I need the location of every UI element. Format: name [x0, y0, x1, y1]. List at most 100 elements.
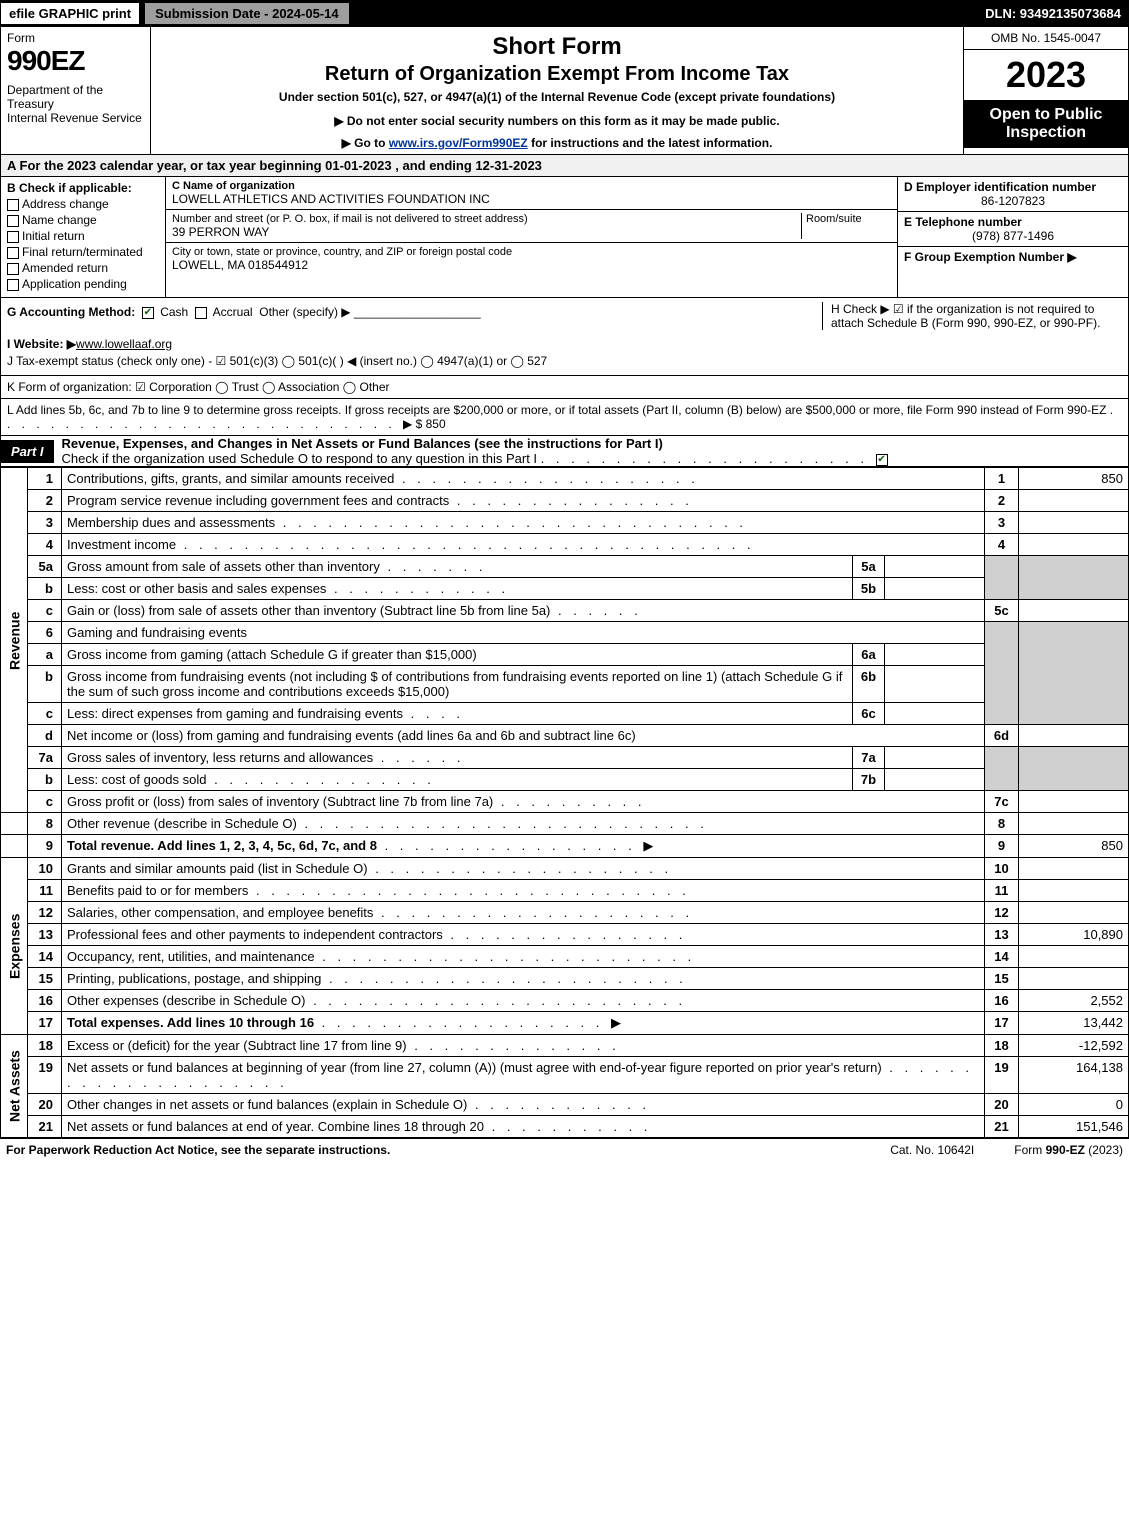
- l2-val: [1019, 490, 1129, 512]
- l14-val: [1019, 946, 1129, 968]
- l6b-innum: 6b: [853, 666, 885, 703]
- chk-cash[interactable]: [142, 307, 154, 319]
- l16-rnum: 16: [985, 990, 1019, 1012]
- l9-num: 9: [28, 835, 62, 858]
- l5b-desc: Less: cost or other basis and sales expe…: [62, 578, 853, 600]
- l5c-val: [1019, 600, 1129, 622]
- ein-row: D Employer identification number 86-1207…: [898, 177, 1128, 212]
- l11-num: 11: [28, 880, 62, 902]
- l2-num: 2: [28, 490, 62, 512]
- chk-final-return[interactable]: Final return/terminated: [7, 245, 159, 259]
- chk-initial-return-label: Initial return: [22, 229, 85, 243]
- l7ab-rnum-grey: [985, 747, 1019, 791]
- l20-num: 20: [28, 1094, 62, 1116]
- l8-desc: Other revenue (describe in Schedule O) .…: [62, 813, 985, 835]
- l6d-rnum: 6d: [985, 725, 1019, 747]
- l2-desc: Program service revenue including govern…: [62, 490, 985, 512]
- l6-rval-grey: [1019, 622, 1129, 725]
- row-5a: 5a Gross amount from sale of assets othe…: [1, 556, 1129, 578]
- l7b-num: b: [28, 769, 62, 791]
- l14-desc: Occupancy, rent, utilities, and maintena…: [62, 946, 985, 968]
- form-label: Form: [7, 31, 144, 45]
- row-13: 13 Professional fees and other payments …: [1, 924, 1129, 946]
- l13-num: 13: [28, 924, 62, 946]
- part1-checkbox[interactable]: [876, 454, 888, 466]
- l7a-num: 7a: [28, 747, 62, 769]
- chk-initial-return[interactable]: Initial return: [7, 229, 159, 243]
- l5a-num: 5a: [28, 556, 62, 578]
- dln: DLN: 93492135073684: [985, 6, 1129, 21]
- l19-desc: Net assets or fund balances at beginning…: [62, 1057, 985, 1094]
- l15-num: 15: [28, 968, 62, 990]
- l8-rnum: 8: [985, 813, 1019, 835]
- l12-rnum: 12: [985, 902, 1019, 924]
- chk-final-return-label: Final return/terminated: [22, 245, 143, 259]
- efile-label[interactable]: efile GRAPHIC print: [0, 2, 140, 25]
- l20-desc: Other changes in net assets or fund bala…: [62, 1094, 985, 1116]
- website-link[interactable]: www.lowellaaf.org: [76, 337, 172, 351]
- form-subtitle: Return of Organization Exempt From Incom…: [159, 63, 955, 86]
- l10-rnum: 10: [985, 858, 1019, 880]
- l18-val: -12,592: [1019, 1035, 1129, 1057]
- section-ghij: H Check ▶ ☑ if the organization is not r…: [0, 298, 1129, 376]
- l4-desc: Investment income . . . . . . . . . . . …: [62, 534, 985, 556]
- l6-rnum-grey: [985, 622, 1019, 725]
- group-exemption-label: F Group Exemption Number ▶: [904, 250, 1122, 264]
- chk-address-change[interactable]: Address change: [7, 197, 159, 211]
- department: Department of the Treasury Internal Reve…: [7, 83, 144, 125]
- tel-row: E Telephone number (978) 877-1496: [898, 212, 1128, 247]
- l10-val: [1019, 858, 1129, 880]
- row-7b: b Less: cost of goods sold . . . . . . .…: [1, 769, 1129, 791]
- chk-amended-return[interactable]: Amended return: [7, 261, 159, 275]
- l4-rnum: 4: [985, 534, 1019, 556]
- row-15: 15 Printing, publications, postage, and …: [1, 968, 1129, 990]
- l6a-num: a: [28, 644, 62, 666]
- l7a-desc: Gross sales of inventory, less returns a…: [62, 747, 853, 769]
- l17-num: 17: [28, 1012, 62, 1035]
- form-title: Short Form: [159, 33, 955, 61]
- l5b-num: b: [28, 578, 62, 600]
- i-website: I Website: ▶www.lowellaaf.org: [7, 337, 1122, 351]
- l18-num: 18: [28, 1035, 62, 1057]
- row-5c: c Gain or (loss) from sale of assets oth…: [1, 600, 1129, 622]
- part1-title-wrap: Revenue, Expenses, and Changes in Net As…: [62, 436, 891, 466]
- l7a-innum: 7a: [853, 747, 885, 769]
- l21-desc: Net assets or fund balances at end of ye…: [62, 1116, 985, 1138]
- l-text: L Add lines 5b, 6c, and 7b to line 9 to …: [7, 403, 1106, 417]
- org-name: LOWELL ATHLETICS AND ACTIVITIES FOUNDATI…: [172, 192, 891, 206]
- row-6d: d Net income or (loss) from gaming and f…: [1, 725, 1129, 747]
- l4-val: [1019, 534, 1129, 556]
- row-6a: a Gross income from gaming (attach Sched…: [1, 644, 1129, 666]
- l14-rnum: 14: [985, 946, 1019, 968]
- org-name-label: C Name of organization: [172, 180, 891, 192]
- l12-num: 12: [28, 902, 62, 924]
- l3-val: [1019, 512, 1129, 534]
- l7b-innum: 7b: [853, 769, 885, 791]
- row-8: 8 Other revenue (describe in Schedule O)…: [1, 813, 1129, 835]
- l6c-innum: 6c: [853, 703, 885, 725]
- l5b-innum: 5b: [853, 578, 885, 600]
- row-2: 2 Program service revenue including gove…: [1, 490, 1129, 512]
- l21-num: 21: [28, 1116, 62, 1138]
- section-k: K Form of organization: ☑ Corporation ◯ …: [0, 376, 1129, 399]
- row-7a: 7a Gross sales of inventory, less return…: [1, 747, 1129, 769]
- chk-accrual[interactable]: [195, 307, 207, 319]
- city-label: City or town, state or province, country…: [172, 246, 891, 258]
- street-label: Number and street (or P. O. box, if mail…: [172, 213, 801, 225]
- j-tax-exempt: J Tax-exempt status (check only one) - ☑…: [7, 354, 1122, 368]
- l11-desc: Benefits paid to or for members . . . . …: [62, 880, 985, 902]
- l11-rnum: 11: [985, 880, 1019, 902]
- l6-num: 6: [28, 622, 62, 644]
- l4-num: 4: [28, 534, 62, 556]
- street-value: 39 PERRON WAY: [172, 225, 801, 239]
- irs-link[interactable]: www.irs.gov/Form990EZ: [389, 136, 528, 150]
- tax-year: 2023: [964, 50, 1128, 100]
- chk-name-change[interactable]: Name change: [7, 213, 159, 227]
- header-center: Short Form Return of Organization Exempt…: [151, 27, 963, 154]
- l3-num: 3: [28, 512, 62, 534]
- room-suite-label: Room/suite: [801, 213, 891, 239]
- l15-desc: Printing, publications, postage, and shi…: [62, 968, 985, 990]
- open-to-public: Open to Public Inspection: [964, 100, 1128, 148]
- chk-application-pending[interactable]: Application pending: [7, 277, 159, 291]
- row-5b: b Less: cost or other basis and sales ex…: [1, 578, 1129, 600]
